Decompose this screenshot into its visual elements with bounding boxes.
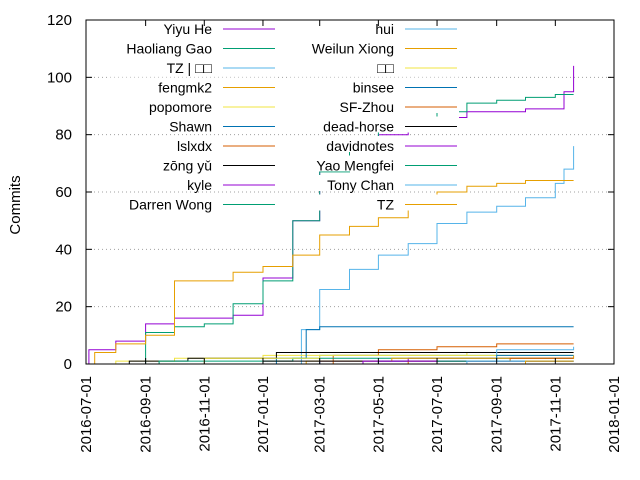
x-tick-label: 2017-09-01 (489, 376, 506, 453)
legend-bg (107, 19, 277, 35)
legend-label: Yao Mengfei (316, 158, 394, 174)
series-line-7 (86, 352, 574, 365)
legend-bg (289, 136, 459, 152)
y-tick-label: 0 (64, 356, 72, 373)
legend-label: Yiyu He (163, 21, 212, 37)
series-line-3 (86, 180, 574, 365)
legend-label: TZ | □□ (167, 60, 213, 76)
legend-label: davidnotes (326, 138, 394, 154)
x-tick-label: 2016-07-01 (78, 376, 95, 453)
y-tick-label: 80 (55, 127, 72, 144)
legend-label: hui (375, 21, 394, 37)
legend-bg (289, 77, 459, 94)
series-line-6 (86, 343, 574, 365)
legend-bg (107, 136, 277, 152)
legend-bg (107, 175, 277, 191)
legend-label: Tony Chan (327, 177, 394, 193)
x-tick-label: 2017-01-01 (255, 376, 272, 453)
legend-label: kyle (187, 177, 212, 193)
legend-label: fengmk2 (158, 80, 212, 96)
x-tick-label: 2016-09-01 (138, 376, 155, 453)
legend-label: Shawn (169, 119, 212, 135)
legend-bg (289, 38, 459, 55)
legend-bg (289, 19, 459, 35)
series-line-5 (86, 326, 574, 365)
y-tick-label: 100 (47, 69, 72, 86)
legend-label: SF-Zhou (340, 99, 394, 115)
legend-bg (107, 194, 277, 211)
legend-bg (107, 97, 277, 113)
legend-label: binsee (353, 80, 394, 96)
legend-bg (289, 116, 459, 133)
y-tick-label: 60 (55, 184, 72, 201)
legend-label: dead-horse (323, 119, 394, 135)
legend-bg (107, 155, 277, 172)
y-tick-label: 120 (47, 12, 72, 29)
legend-label: □□ (377, 60, 394, 76)
x-tick-label: 2017-07-01 (429, 376, 446, 453)
grid-lines (86, 76, 614, 308)
legend: Yiyu He Haoliang Gao TZ | □□ fengmk2 popomor… (107, 19, 459, 213)
legend-label: Haoliang Gao (126, 41, 212, 57)
legend-label: popomore (149, 99, 212, 115)
legend-bg (289, 194, 459, 211)
legend-label: zōng yǔ (163, 158, 212, 174)
x-tick-label: 2016-11-01 (196, 376, 213, 452)
legend-bg (289, 58, 459, 74)
legend-label: Weilun Xiong (312, 41, 394, 57)
y-axis-label: Commits (7, 175, 24, 234)
legend-bg (289, 97, 459, 113)
y-axis: 0 20 40 60 80 100 120 (47, 12, 614, 373)
legend-bg (289, 155, 459, 172)
legend-bg (107, 58, 277, 74)
legend-bg (107, 38, 277, 55)
series-layer (86, 65, 575, 365)
legend-bg (289, 175, 459, 191)
y-tick-label: 40 (55, 241, 72, 258)
legend-label: lslxdx (177, 138, 212, 154)
x-tick-label: 2017-03-01 (312, 376, 329, 453)
x-tick-label: 2017-05-01 (370, 376, 387, 453)
legend-bg (107, 77, 277, 94)
x-axis: 2016-07-01 2016-09-01 2016-11-01 2017-01-01… (78, 20, 623, 453)
y-tick-label: 20 (55, 299, 72, 316)
x-tick-label: 2017-11-01 (547, 376, 564, 452)
legend-label: Darren Wong (129, 197, 212, 213)
legend-label: TZ (377, 197, 395, 213)
series-line-2 (86, 146, 575, 365)
x-tick-label: 2018-01-01 (606, 376, 623, 453)
legend-bg (107, 116, 277, 133)
